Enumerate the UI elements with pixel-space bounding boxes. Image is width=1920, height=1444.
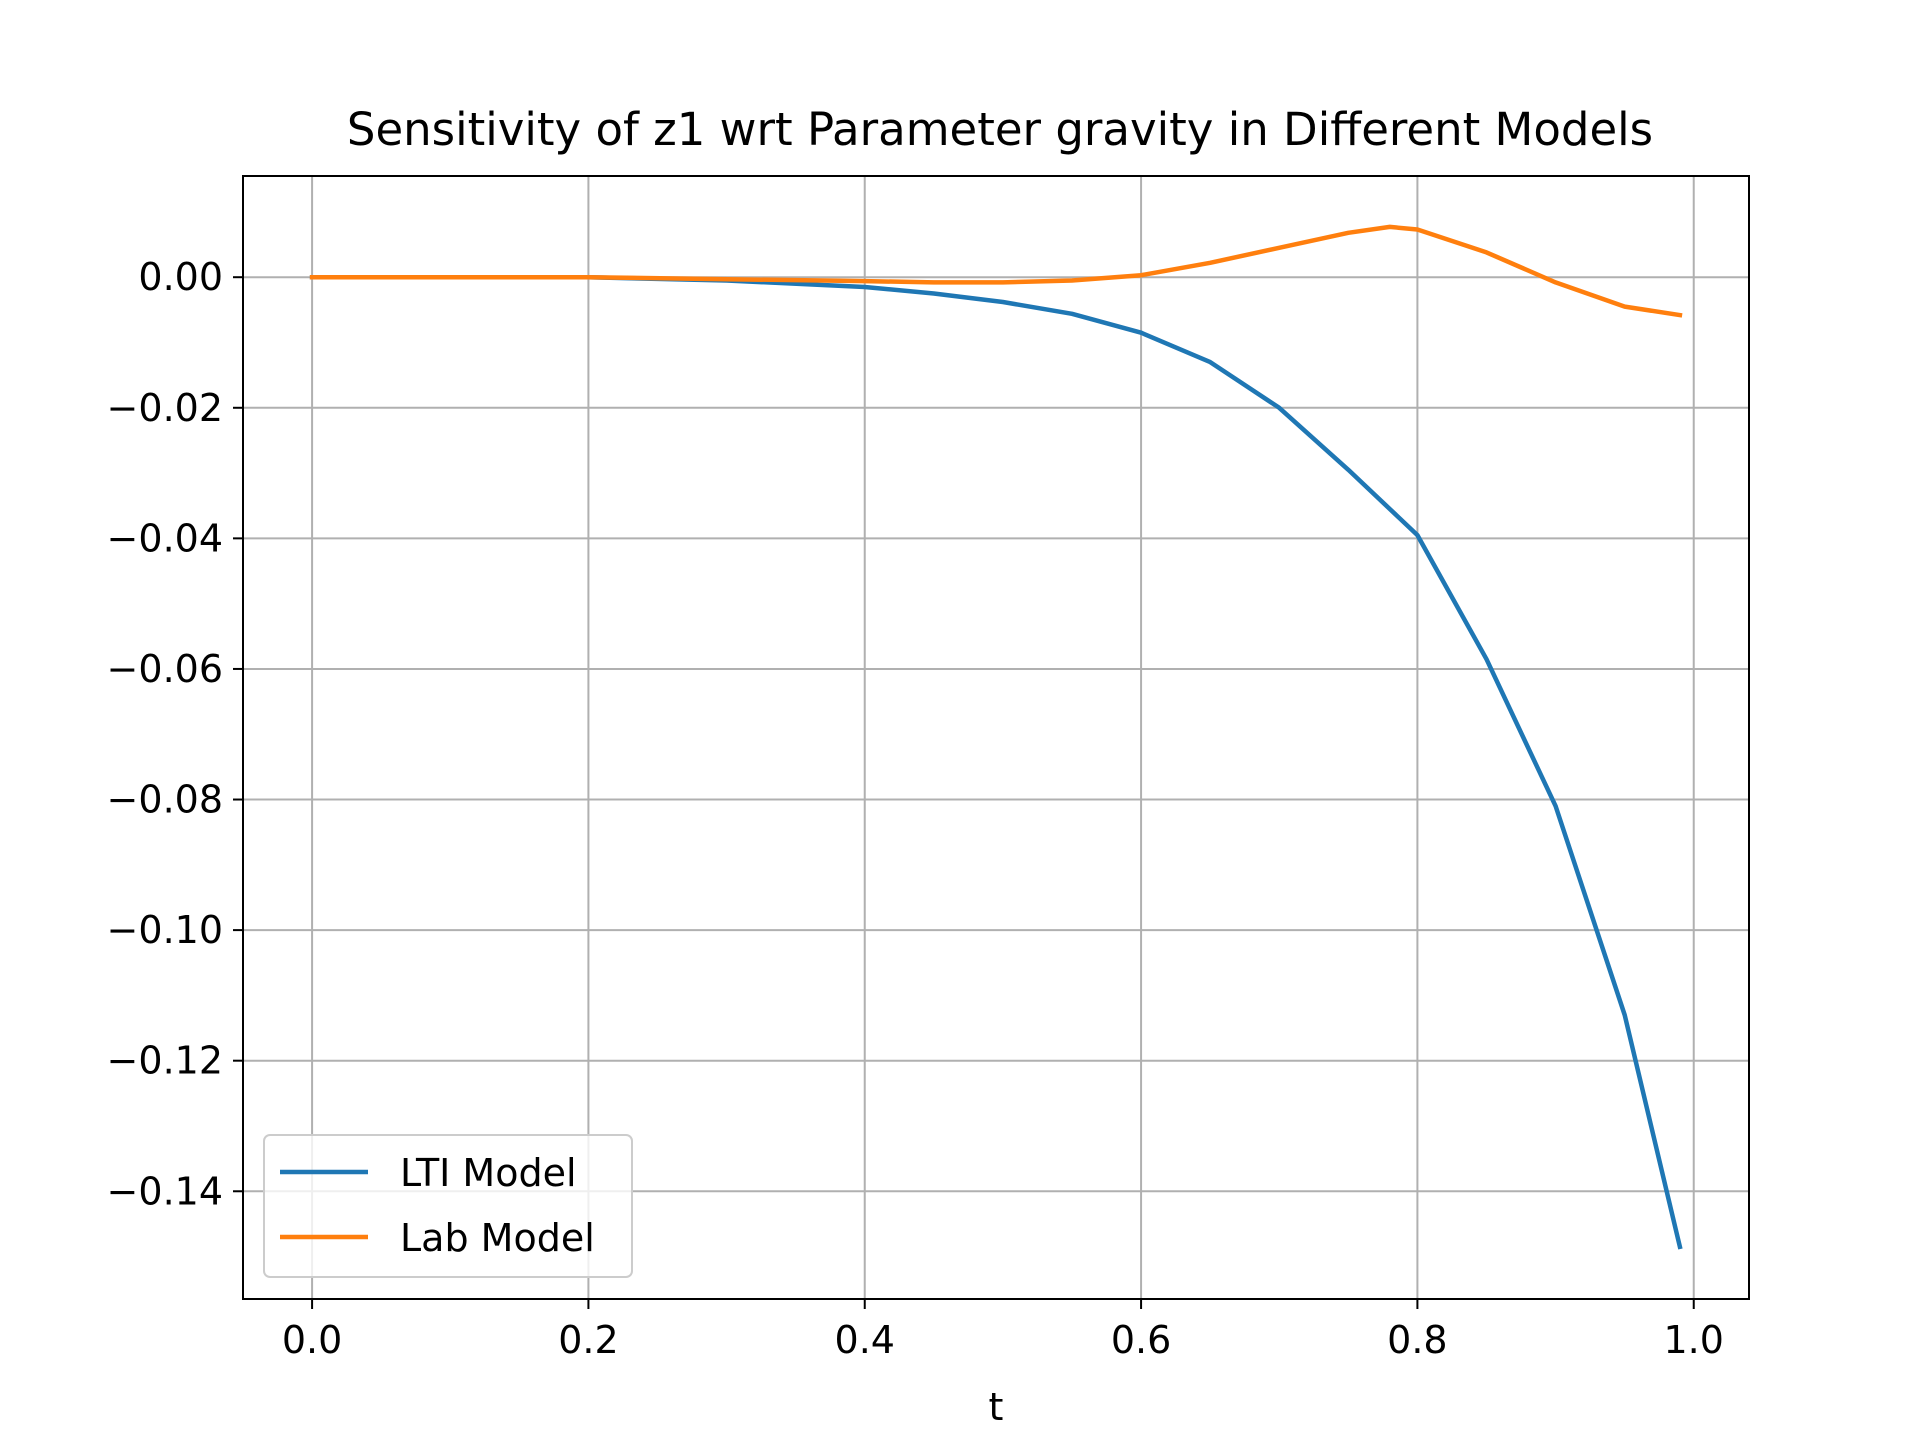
legend-label: Lab Model [400,1216,595,1260]
y-tick-label: −0.06 [107,647,223,691]
y-tick-label: 0.00 [138,255,223,299]
y-axis-ticks: 0.00 −0.02 −0.04 −0.06 −0.08 −0.10 −0.12 −0.14 [107,255,243,1213]
x-tick-label: 0.0 [282,1318,342,1362]
x-tick-label: 0.6 [1111,1318,1171,1362]
y-tick-label: −0.02 [107,386,223,430]
grid [243,176,1749,1299]
y-tick-label: −0.14 [107,1169,223,1213]
series-line-lab-model [309,224,1683,318]
legend-label: LTI Model [400,1151,577,1195]
series-lines [309,224,1683,1250]
plot-frame [242,175,1750,1300]
x-tick-label: 0.2 [558,1318,618,1362]
y-tick-label: −0.08 [107,778,223,822]
legend: LTI Model Lab Model [263,1134,633,1278]
y-tick-label: −0.12 [107,1039,223,1083]
y-tick-label: −0.04 [107,516,223,560]
y-tick-label: −0.10 [107,908,223,952]
x-axis-label: t [989,1385,1004,1429]
x-tick-label: 0.4 [835,1318,895,1362]
x-tick-label: 1.0 [1664,1318,1724,1362]
chart-title: Sensitivity of z1 wrt Parameter gravity … [347,103,1653,156]
x-axis-ticks: 0.0 0.2 0.4 0.6 0.8 1.0 [282,1299,1724,1362]
x-tick-label: 0.8 [1387,1318,1447,1362]
